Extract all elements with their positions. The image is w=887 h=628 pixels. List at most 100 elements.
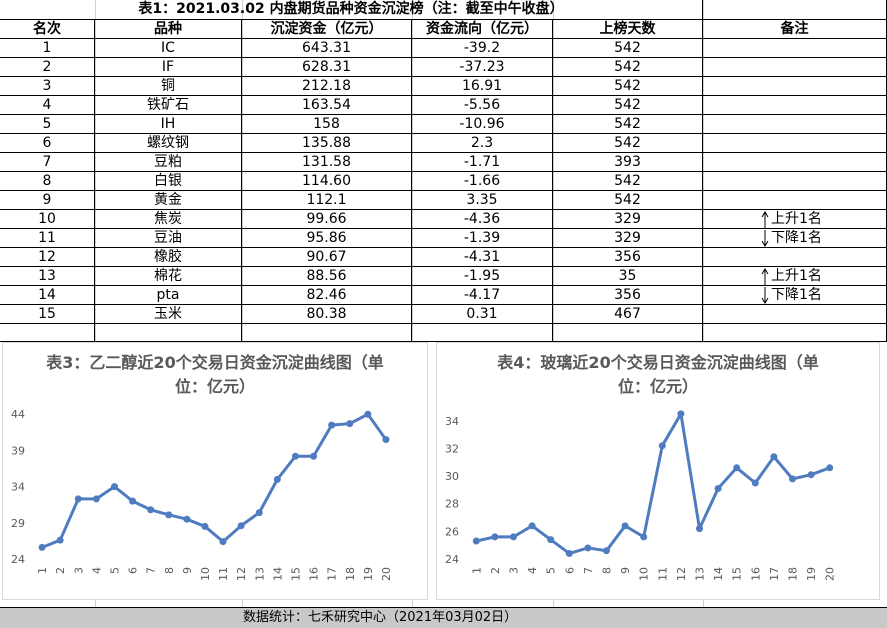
table-cell: 329 bbox=[553, 210, 703, 229]
table-cell: 356 bbox=[553, 248, 703, 267]
x-tick-label: 9 bbox=[181, 567, 194, 574]
point bbox=[201, 522, 209, 530]
x-tick-label: 6 bbox=[563, 567, 576, 574]
point bbox=[528, 522, 536, 530]
point bbox=[110, 483, 118, 491]
arrow-up bbox=[761, 268, 769, 285]
table-cell: 112.1 bbox=[242, 191, 412, 210]
y-tick-label: 34 bbox=[445, 415, 459, 428]
point bbox=[165, 511, 173, 519]
point bbox=[129, 497, 137, 505]
point bbox=[38, 543, 46, 551]
x-tick-label: 12 bbox=[675, 567, 688, 581]
point bbox=[291, 452, 299, 460]
point bbox=[56, 536, 64, 544]
table-cell: 88.56 bbox=[242, 267, 412, 286]
table-cell: 白银 bbox=[95, 172, 242, 191]
x-tick-label: 8 bbox=[601, 567, 614, 574]
table-cell: 80.38 bbox=[242, 305, 412, 324]
table-cell: 11 bbox=[0, 229, 95, 248]
point bbox=[807, 471, 815, 479]
x-tick-label: 11 bbox=[217, 567, 230, 581]
cell bbox=[242, 324, 412, 342]
table-cell: 542 bbox=[553, 77, 703, 96]
table-cell: 356 bbox=[553, 286, 703, 305]
table-cell: 棉花 bbox=[95, 267, 242, 286]
table-cell: 542 bbox=[553, 96, 703, 115]
point bbox=[382, 436, 390, 444]
header-cell: 品种 bbox=[95, 20, 242, 39]
line bbox=[475, 412, 831, 555]
table-cell: 542 bbox=[553, 58, 703, 77]
point bbox=[640, 533, 648, 541]
table-cell: 7 bbox=[0, 153, 95, 172]
table-cell: 0.31 bbox=[412, 305, 553, 324]
y-tick-label: 26 bbox=[445, 525, 459, 538]
grid-line bbox=[242, 0, 243, 628]
y-tick-label: 34 bbox=[11, 481, 25, 494]
table-cell: 12 bbox=[0, 248, 95, 267]
grid-line bbox=[412, 0, 413, 628]
table-cell: -1.39 bbox=[412, 229, 553, 248]
table-cell: 158 bbox=[242, 115, 412, 134]
point bbox=[74, 495, 82, 503]
table-cell: 焦炭 bbox=[95, 210, 242, 229]
point bbox=[183, 515, 191, 523]
x-tick-label: 3 bbox=[508, 567, 521, 574]
table-cell: -1.66 bbox=[412, 172, 553, 191]
point bbox=[565, 549, 573, 557]
cell bbox=[553, 324, 703, 342]
table-cell: 95.86 bbox=[242, 229, 412, 248]
point bbox=[346, 420, 354, 428]
table-cell: 212.18 bbox=[242, 77, 412, 96]
point bbox=[491, 533, 499, 541]
table-cell: 8 bbox=[0, 172, 95, 191]
table-cell: pta bbox=[95, 286, 242, 305]
table-cell: 铜 bbox=[95, 77, 242, 96]
table-cell: 5 bbox=[0, 115, 95, 134]
point bbox=[733, 464, 741, 472]
x-tick-label: 9 bbox=[619, 567, 632, 574]
table-cell: 542 bbox=[553, 172, 703, 191]
table-cell: -4.31 bbox=[412, 248, 553, 267]
table-title: 表1：2021.03.02 内盘期货品种资金沉淀榜（注：截至中午收盘） bbox=[0, 0, 703, 20]
table-cell: -39.2 bbox=[412, 39, 553, 58]
table-cell: -1.71 bbox=[412, 153, 553, 172]
table-cell: 铁矿石 bbox=[95, 96, 242, 115]
table-cell: 10 bbox=[0, 210, 95, 229]
table-cell: 99.66 bbox=[242, 210, 412, 229]
x-tick-label: 3 bbox=[72, 567, 85, 574]
chart-panel: 表4：玻璃近20个交易日资金沉淀曲线图（单位：亿元） 24 26 28 30 32 34 1… bbox=[436, 342, 880, 600]
point bbox=[714, 485, 722, 493]
table-cell: 114.60 bbox=[242, 172, 412, 191]
x-tick-label: 4 bbox=[90, 567, 103, 574]
chart-title: 表4：玻璃近20个交易日资金沉淀曲线图（单位：亿元） bbox=[497, 353, 819, 396]
y-tick-label: 28 bbox=[445, 498, 459, 511]
x-tick-label: 10 bbox=[638, 567, 651, 581]
y-tick-label: 30 bbox=[445, 470, 459, 483]
point bbox=[255, 509, 263, 517]
header-cell: 沉淀资金（亿元） bbox=[242, 20, 412, 39]
grid-line bbox=[553, 0, 554, 628]
cell bbox=[0, 324, 95, 342]
x-tick-label: 5 bbox=[545, 567, 558, 574]
table-cell: 628.31 bbox=[242, 58, 412, 77]
x-tick-label: 14 bbox=[271, 567, 284, 581]
point bbox=[584, 544, 592, 552]
x-tick-label: 4 bbox=[526, 567, 539, 574]
table-cell: 3.35 bbox=[412, 191, 553, 210]
point bbox=[237, 522, 245, 530]
point bbox=[751, 479, 759, 487]
table-cell: 643.31 bbox=[242, 39, 412, 58]
grid-line bbox=[703, 0, 704, 628]
table-cell: 131.58 bbox=[242, 153, 412, 172]
x-tick-label: 2 bbox=[54, 567, 67, 574]
x-tick-label: 16 bbox=[749, 567, 762, 581]
y-tick-label: 44 bbox=[11, 408, 25, 421]
table-cell: 16.91 bbox=[412, 77, 553, 96]
table-cell: 13 bbox=[0, 267, 95, 286]
x-tick-label: 20 bbox=[380, 567, 393, 581]
grid-line bbox=[95, 0, 96, 628]
x-tick-label: 17 bbox=[326, 567, 339, 581]
